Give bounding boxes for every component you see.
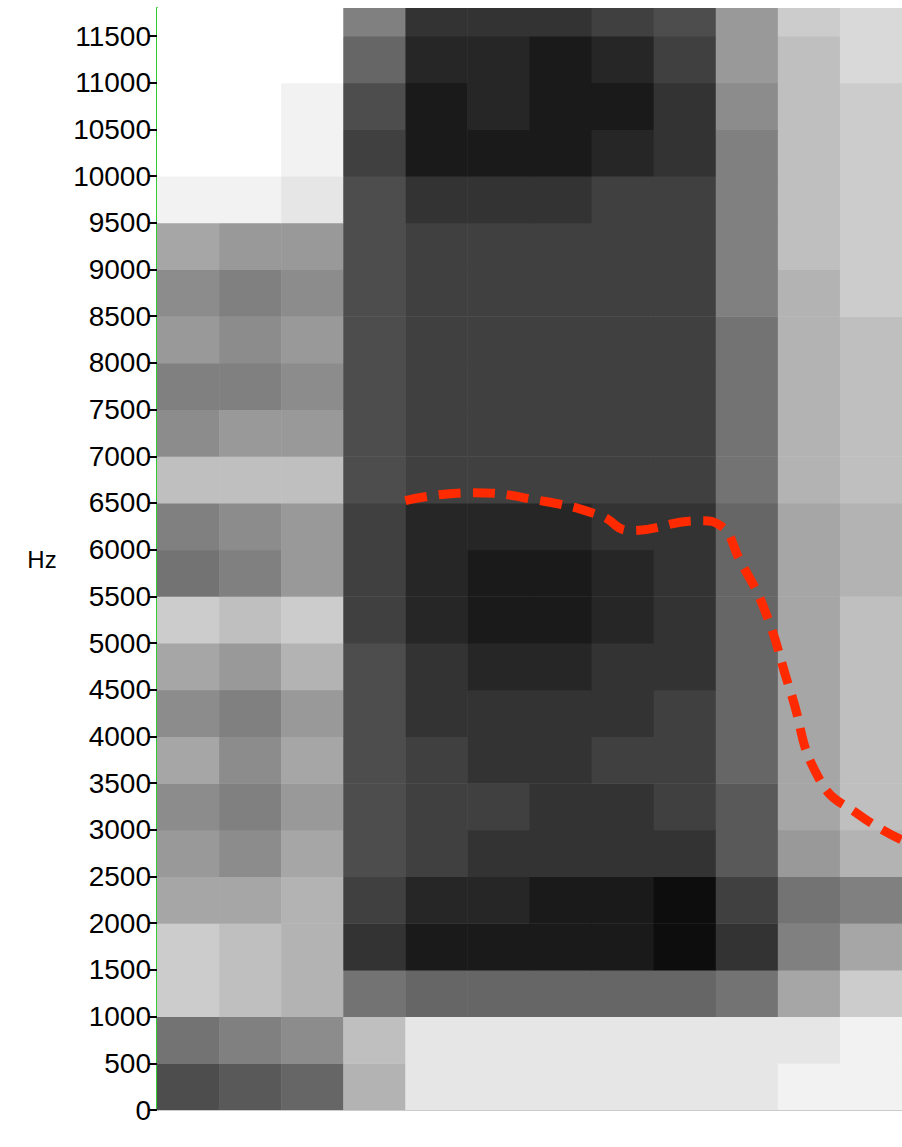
svg-text:2000: 2000 bbox=[89, 908, 151, 939]
svg-text:6000: 6000 bbox=[89, 534, 151, 565]
svg-text:7500: 7500 bbox=[89, 394, 151, 425]
svg-text:1500: 1500 bbox=[89, 954, 151, 985]
svg-text:4000: 4000 bbox=[89, 721, 151, 752]
svg-text:0: 0 bbox=[135, 1095, 151, 1126]
svg-text:7000: 7000 bbox=[89, 441, 151, 472]
svg-text:1000: 1000 bbox=[89, 1001, 151, 1032]
svg-text:5000: 5000 bbox=[89, 628, 151, 659]
svg-text:11500: 11500 bbox=[75, 21, 151, 52]
svg-text:500: 500 bbox=[104, 1048, 151, 1079]
svg-text:11000: 11000 bbox=[75, 67, 151, 98]
svg-text:3000: 3000 bbox=[89, 814, 151, 845]
svg-text:10500: 10500 bbox=[73, 114, 151, 145]
svg-text:2500: 2500 bbox=[89, 861, 151, 892]
svg-text:8000: 8000 bbox=[89, 347, 151, 378]
svg-text:3500: 3500 bbox=[89, 768, 151, 799]
svg-text:4500: 4500 bbox=[89, 674, 151, 705]
svg-text:Hz: Hz bbox=[27, 546, 56, 573]
svg-text:5500: 5500 bbox=[89, 581, 151, 612]
svg-text:8500: 8500 bbox=[89, 301, 151, 332]
svg-text:6500: 6500 bbox=[89, 487, 151, 518]
svg-text:10000: 10000 bbox=[73, 161, 151, 192]
svg-text:9500: 9500 bbox=[89, 207, 151, 238]
svg-text:9000: 9000 bbox=[89, 254, 151, 285]
